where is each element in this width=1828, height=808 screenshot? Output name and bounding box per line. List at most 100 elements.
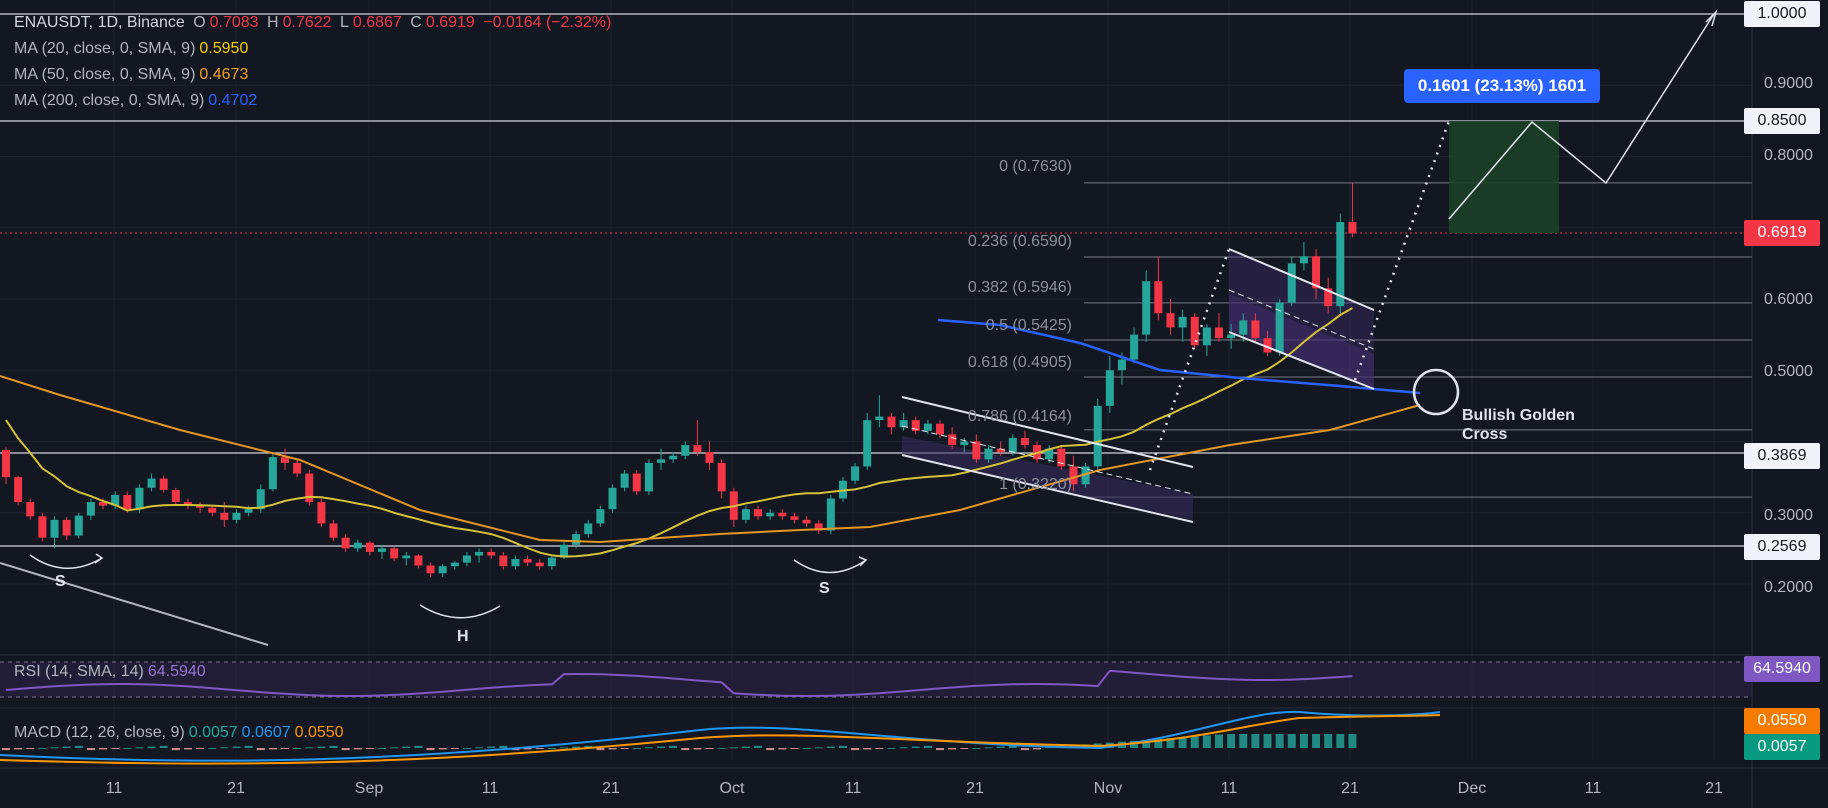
macd-histogram-bar — [487, 746, 496, 748]
date-tick: 21 — [966, 780, 984, 797]
candle-body — [135, 487, 144, 510]
macd-histogram-bar — [1312, 734, 1321, 748]
candle-body — [644, 462, 653, 492]
candle-body — [1166, 313, 1175, 328]
candle-body — [14, 477, 23, 503]
macd-histogram-bar — [984, 747, 993, 749]
fib-level-0: 0 (0.7630) — [999, 158, 1072, 175]
candle-body — [1299, 256, 1308, 264]
candle-body — [705, 452, 714, 463]
pattern-left-shoulder-label: S — [55, 573, 66, 590]
macd-histogram-bar — [547, 748, 556, 749]
macd-histogram-bar — [705, 748, 714, 749]
candle-body — [547, 557, 556, 567]
price-tick: 0.2000 — [1764, 579, 1813, 596]
candle-body — [766, 512, 775, 517]
open-value: 0.7083 — [209, 14, 259, 31]
candle-body — [26, 502, 35, 517]
symbol-legend: ENAUSDT, 1D, Binance O 0.7083 H 0.7622 L 0.… — [14, 10, 615, 35]
macd-signal-line — [0, 714, 1441, 765]
ma20-legend[interactable]: MA (20, close, 0, SMA, 9) 0.5950 — [14, 36, 252, 61]
candle-body — [378, 548, 387, 552]
macd-histogram-bar — [14, 748, 23, 750]
candle-body — [208, 507, 217, 513]
macd-histogram-bar — [256, 748, 265, 751]
candle-body — [1081, 466, 1090, 485]
candle-body — [887, 416, 896, 428]
candle-body — [50, 519, 59, 538]
macd-histogram-bar — [1008, 745, 1017, 748]
macd-histogram-bar — [450, 748, 459, 749]
candle-body — [1178, 316, 1187, 328]
macd-histogram-bar — [1033, 748, 1042, 750]
macd-histogram-bar — [1142, 739, 1151, 748]
candle-body — [1215, 327, 1223, 339]
ma200-line — [937, 318, 1421, 395]
macd-histogram-bar — [305, 747, 314, 749]
candle-body — [1263, 338, 1272, 353]
candle-body — [1093, 405, 1102, 467]
macd-histogram-bar — [887, 748, 896, 749]
macd-histogram-bar — [899, 747, 908, 749]
macd-histogram-bar — [1287, 734, 1296, 748]
candle-body — [123, 494, 132, 510]
change-value: −0.0164 (−2.32%) — [483, 14, 612, 31]
candle-body — [1336, 222, 1345, 307]
date-tick: 11 — [844, 780, 862, 797]
candle-body — [365, 542, 374, 552]
low-label: L — [339, 14, 349, 31]
candle-body — [232, 512, 241, 520]
high-value: 0.7622 — [282, 14, 332, 31]
close-label: C — [410, 14, 422, 31]
open-label: O — [193, 14, 206, 31]
target-zone — [1449, 121, 1559, 233]
candles-layer — [2, 183, 1357, 577]
rsi-tag: 64.5940 — [1744, 656, 1820, 682]
ma200-label: MA (200, close, 0, SMA, 9) — [14, 92, 205, 109]
price-tick: 0.6000 — [1764, 291, 1813, 308]
date-tick: 21 — [227, 780, 245, 797]
ma50-label: MA (50, close, 0, SMA, 9) — [14, 66, 196, 83]
macd-histogram-bar — [802, 748, 811, 749]
macd-histogram-bar — [596, 748, 605, 751]
ma200-legend[interactable]: MA (200, close, 0, SMA, 9) 0.4702 — [14, 88, 261, 113]
candle-body — [523, 559, 532, 563]
price-range-target-label[interactable]: 0.1601 (23.13%) 1601 — [1404, 69, 1600, 103]
macd-histogram-bar — [875, 748, 884, 749]
candle-body — [2, 450, 10, 478]
projection-path — [1448, 13, 1715, 220]
candle-body — [1227, 334, 1236, 339]
macd-histogram-bar — [584, 745, 593, 748]
candle-body — [499, 555, 508, 567]
macd-histogram-bar — [1251, 734, 1260, 748]
fib-level-0.5: 0.5 (0.5425) — [985, 317, 1072, 334]
macd-histogram-bar — [923, 745, 932, 748]
candle-body — [317, 502, 326, 524]
macd-hist-value: 0.0057 — [188, 724, 238, 741]
rsi-legend[interactable]: RSI (14, SMA, 14) 64.5940 — [14, 659, 210, 684]
rsi-pane — [0, 661, 1752, 698]
candle-body — [1239, 320, 1248, 335]
macd-legend[interactable]: MACD (12, 26, close, 9) 0.0057 0.0607 0.055… — [14, 720, 348, 745]
macd-histogram-bar — [390, 747, 399, 749]
fib-level-0.786: 0.786 (0.4164) — [967, 408, 1072, 425]
ma200-value: 0.4702 — [208, 92, 258, 109]
candle-body — [390, 548, 399, 559]
candle-body — [1105, 370, 1114, 406]
ma50-legend[interactable]: MA (50, close, 0, SMA, 9) 0.4673 — [14, 62, 252, 87]
macd-histogram-bar — [632, 748, 641, 749]
candle-body — [754, 509, 763, 517]
macd-histogram-bar — [729, 747, 738, 749]
macd-histogram-bar — [838, 745, 847, 748]
left-shoulder-arrow-icon — [94, 553, 104, 564]
macd-histogram-bar — [669, 745, 678, 748]
macd-histogram-bar — [851, 748, 860, 751]
macd-histogram-bar — [754, 745, 763, 748]
candle-body — [584, 523, 593, 535]
candle-body — [280, 457, 289, 463]
ma50-value: 0.4673 — [199, 66, 249, 83]
macd-histogram-bar — [147, 746, 156, 748]
macd-histogram-bar — [86, 748, 95, 751]
low-value: 0.6867 — [352, 14, 402, 31]
